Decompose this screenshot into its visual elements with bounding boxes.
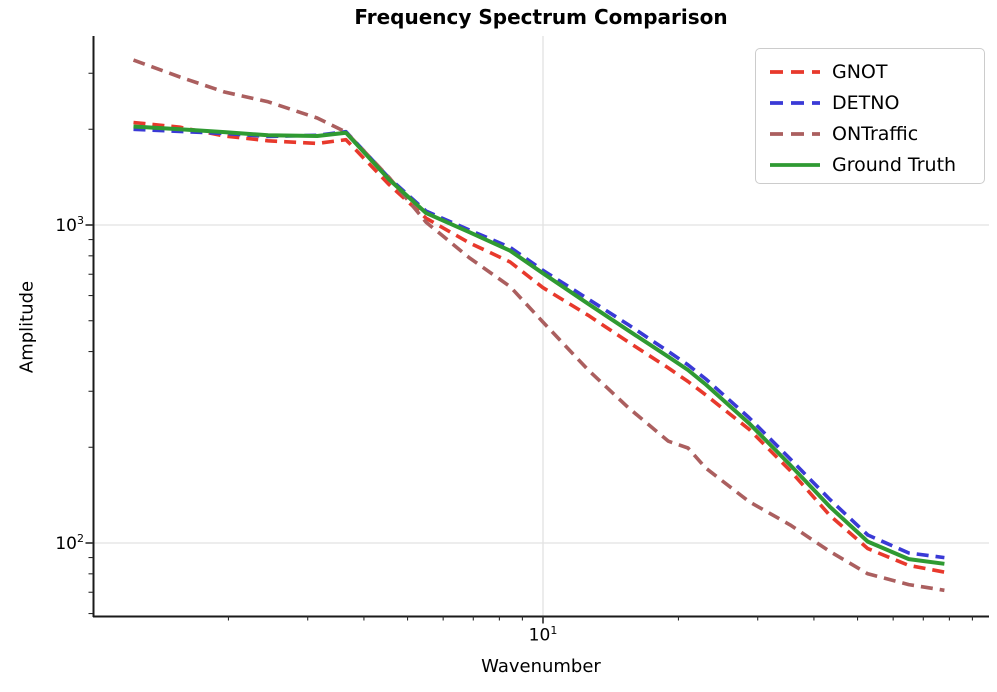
legend-item-gnot: GNOT [769, 56, 984, 87]
legend-label: GNOT [832, 60, 888, 83]
series-line-gnot [133, 120, 945, 574]
y-tick-label-10e3: 103 [55, 214, 84, 236]
legend-swatch-dashed [770, 131, 820, 136]
series-line-ground-truth [133, 124, 945, 566]
legend-label: DETNO [832, 91, 900, 114]
x-axis-label: Wavenumber [481, 656, 601, 677]
legend-swatch-dashed [770, 100, 820, 105]
legend-swatch-dashed [770, 69, 820, 74]
x-tick-label-10e1: 101 [528, 624, 558, 646]
y-tick-label-10e2: 102 [55, 532, 84, 554]
legend-label: Ground Truth [832, 153, 957, 176]
series-line-detno [133, 127, 945, 560]
legend-item-ontraffic: ONTraffic [769, 118, 984, 149]
legend-item-ground-truth: Ground Truth [769, 149, 984, 180]
legend-label: ONTraffic [832, 122, 919, 145]
y-axis-label: Amplitude [16, 280, 38, 374]
legend-swatch-solid [770, 162, 820, 167]
chart-title: Frequency Spectrum Comparison [354, 5, 728, 29]
series-line-ontraffic [132, 58, 945, 593]
legend: GNOT DETNO ONTraffic Ground Truth [755, 48, 985, 184]
legend-item-detno: DETNO [769, 87, 984, 118]
